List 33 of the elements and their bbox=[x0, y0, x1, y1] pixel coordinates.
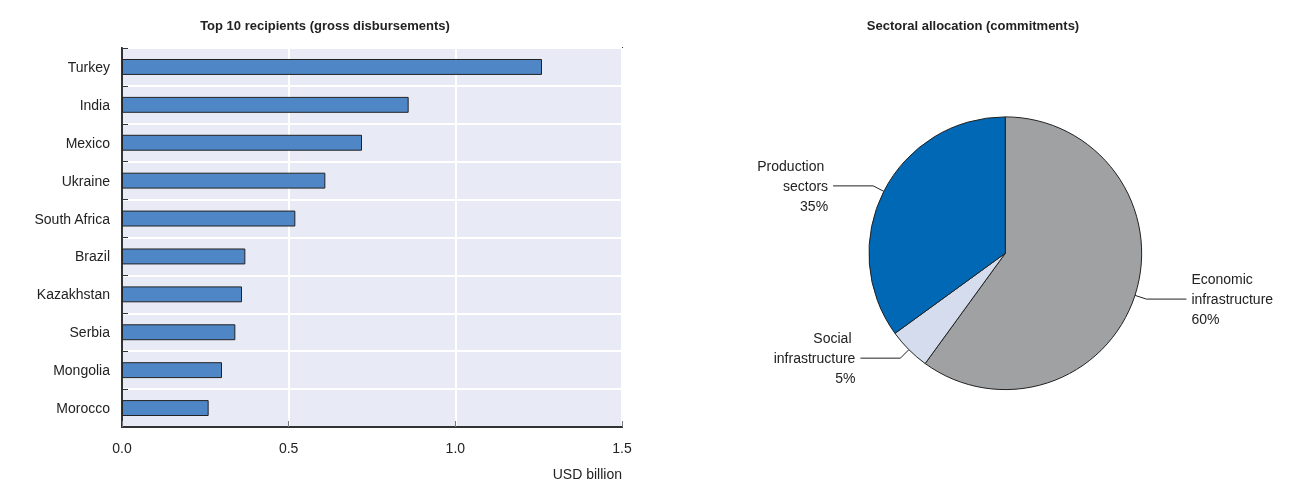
y-tick-label: Kazakhstan bbox=[36, 286, 110, 303]
y-tick-label: Mongolia bbox=[53, 362, 111, 379]
x-tick-label: 1.0 bbox=[445, 440, 466, 456]
y-tick-label: Serbia bbox=[69, 324, 111, 341]
bar bbox=[122, 58, 542, 75]
y-tick-label: Ukraine bbox=[61, 172, 111, 189]
y-tick-label: Mexico bbox=[65, 134, 111, 151]
data-label: 60% bbox=[1191, 311, 1220, 328]
bar bbox=[122, 400, 209, 417]
y-tick-label: Turkey bbox=[67, 58, 110, 75]
x-axis-title: USD billion bbox=[552, 466, 622, 482]
x-tick-label: 0.5 bbox=[278, 440, 299, 456]
chart-title: Sectoral allocation (commitments) bbox=[866, 18, 1080, 33]
bar bbox=[122, 96, 409, 113]
y-tick-label: South Africa bbox=[34, 210, 111, 227]
bar bbox=[122, 210, 296, 227]
y-tick-label: Morocco bbox=[56, 400, 111, 417]
slice-label: Economic infrastructure bbox=[1191, 271, 1274, 308]
x-tick-label: 0.0 bbox=[112, 440, 132, 456]
bar bbox=[122, 172, 326, 189]
y-tick-label: India bbox=[79, 96, 111, 113]
data-label: 35% bbox=[800, 197, 829, 214]
bar bbox=[122, 286, 242, 303]
y-tick-label: Brazil bbox=[74, 248, 110, 265]
bar bbox=[122, 134, 362, 151]
bar bbox=[122, 248, 246, 265]
x-tick-label: 1.5 bbox=[612, 440, 632, 456]
data-label: 5% bbox=[835, 370, 856, 387]
chart-title: Top 10 recipients (gross disbursements) bbox=[200, 18, 450, 33]
slice-label: Social infrastructure bbox=[773, 330, 856, 367]
slice-label: Production sectors bbox=[757, 157, 829, 194]
bar bbox=[122, 324, 236, 341]
bar bbox=[122, 362, 222, 379]
